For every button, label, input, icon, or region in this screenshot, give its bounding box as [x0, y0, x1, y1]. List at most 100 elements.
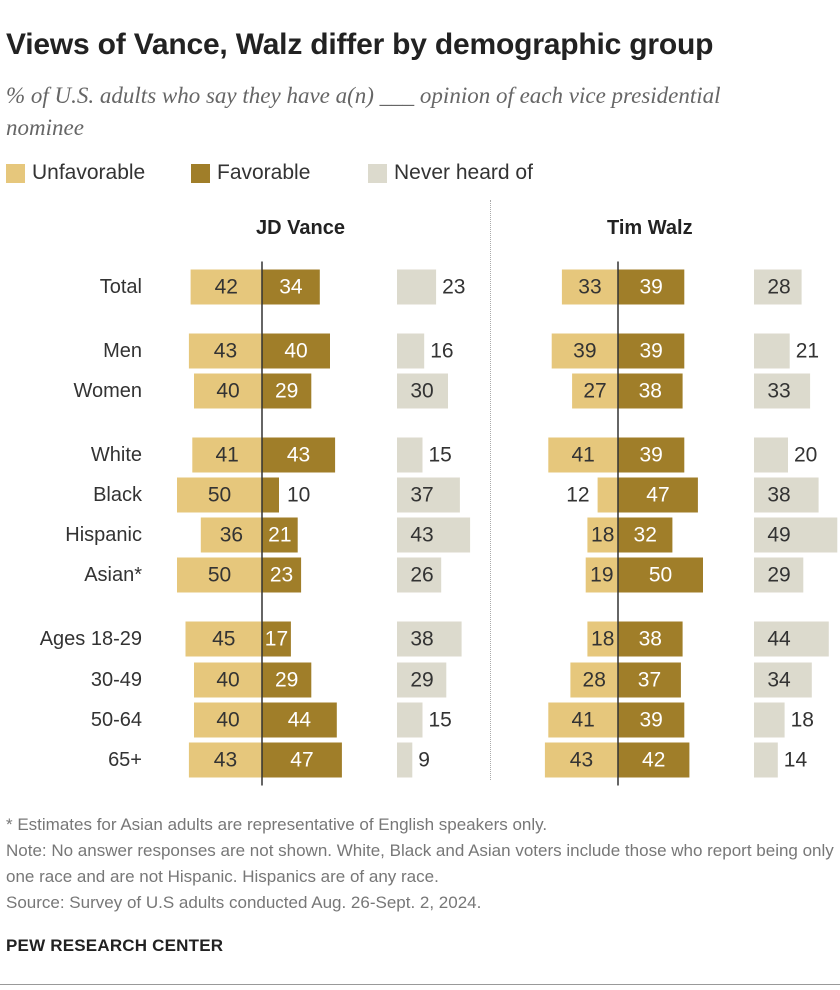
- bar-jd-vance-unfavorable-hispanic: [200, 517, 262, 553]
- chart-title: Views of Vance, Walz differ by demograph…: [6, 28, 714, 61]
- bar-tim-walz-never-heard-of-ages-18-29: [754, 621, 829, 657]
- label-tim-walz-favorable-asian: 50: [649, 564, 672, 587]
- bar-tim-walz-unfavorable-white: [548, 437, 618, 473]
- panel-title-walz: Tim Walz: [607, 217, 693, 239]
- label-jd-vance-never-heard-of-hispanic: 43: [410, 524, 433, 547]
- label-jd-vance-favorable-asian: 23: [270, 564, 293, 587]
- label-jd-vance-unfavorable-white: 41: [215, 444, 238, 467]
- bar-jd-vance-favorable-ages-18-29: [262, 621, 291, 657]
- category-label-total: Total: [100, 276, 142, 298]
- label-jd-vance-never-heard-of-white: 15: [429, 444, 452, 467]
- diverging-bar-chart: Total Men Women White Black Hispanic Asian* Age…: [40, 261, 838, 786]
- category-label-black: Black: [93, 484, 143, 506]
- label-tim-walz-never-heard-of-ages-18-29: 44: [767, 628, 791, 651]
- category-label-ages-18-29: Ages 18-29: [40, 628, 142, 650]
- bar-tim-walz-unfavorable-50-64: [548, 702, 618, 738]
- legend-swatch-never-heard-of: [368, 163, 387, 183]
- bar-jd-vance-favorable-women: [262, 373, 312, 409]
- label-tim-walz-unfavorable-65: 43: [570, 749, 593, 772]
- label-jd-vance-favorable-ages-18-29: 17: [265, 628, 288, 651]
- bar-jd-vance-unfavorable-ages-18-29: [185, 621, 262, 657]
- label-jd-vance-favorable-men: 40: [284, 340, 307, 363]
- bar-jd-vance-never-heard-of-50-64: [397, 702, 423, 738]
- bar-jd-vance-never-heard-of-asian: [397, 557, 442, 593]
- label-jd-vance-favorable-65: 47: [290, 749, 313, 772]
- bar-tim-walz-favorable-hispanic: [618, 517, 673, 553]
- label-tim-walz-favorable-white: 39: [639, 444, 662, 467]
- bar-tim-walz-favorable-50-64: [618, 702, 685, 738]
- label-tim-walz-unfavorable-asian: 19: [590, 564, 613, 587]
- bar-jd-vance-favorable-white: [262, 437, 336, 473]
- label-jd-vance-favorable-total: 34: [279, 276, 303, 299]
- legend-label-unfavorable: Unfavorable: [32, 161, 146, 184]
- bar-tim-walz-unfavorable-65: [544, 742, 618, 778]
- legend: Unfavorable Favorable Never heard of: [0, 160, 840, 186]
- bar-jd-vance-favorable-black: [262, 477, 279, 513]
- label-tim-walz-unfavorable-ages-18-29: 18: [591, 628, 614, 651]
- label-jd-vance-unfavorable-50-64: 40: [216, 709, 239, 732]
- bar-jd-vance-never-heard-of-ages-18-29: [397, 621, 462, 657]
- category-label-men: Men: [103, 340, 142, 362]
- label-tim-walz-never-heard-of-30-49: 34: [767, 669, 791, 692]
- label-tim-walz-favorable-hispanic: 32: [634, 524, 657, 547]
- label-tim-walz-never-heard-of-men: 21: [796, 340, 819, 363]
- category-label-white: White: [91, 444, 142, 466]
- label-jd-vance-unfavorable-total: 42: [215, 276, 238, 299]
- label-tim-walz-never-heard-of-white: 20: [794, 444, 817, 467]
- bar-tim-walz-favorable-asian: [618, 557, 703, 593]
- footnote-source: Source: Survey of U.S adults conducted A…: [6, 893, 482, 912]
- label-jd-vance-unfavorable-30-49: 40: [216, 669, 239, 692]
- label-jd-vance-unfavorable-men: 43: [214, 340, 237, 363]
- bar-tim-walz-never-heard-of-total: [754, 269, 802, 305]
- bar-tim-walz-favorable-total: [618, 269, 685, 305]
- label-tim-walz-unfavorable-total: 33: [578, 276, 601, 299]
- legend-label-favorable: Favorable: [217, 161, 311, 184]
- bar-tim-walz-favorable-black: [618, 477, 698, 513]
- label-jd-vance-favorable-women: 29: [275, 380, 298, 403]
- label-jd-vance-never-heard-of-women: 30: [410, 380, 433, 403]
- bar-jd-vance-favorable-65: [262, 742, 342, 778]
- category-label-65: 65+: [108, 749, 142, 771]
- bar-jd-vance-never-heard-of-men: [397, 333, 425, 369]
- label-tim-walz-never-heard-of-hispanic: 49: [767, 524, 790, 547]
- category-label-hispanic: Hispanic: [65, 524, 142, 546]
- label-tim-walz-never-heard-of-total: 28: [767, 276, 790, 299]
- bar-jd-vance-unfavorable-asian: [177, 557, 262, 593]
- bar-tim-walz-never-heard-of-women: [754, 373, 811, 409]
- bar-jd-vance-unfavorable-men: [188, 333, 262, 369]
- category-label-30-49: 30-49: [91, 669, 142, 691]
- bar-jd-vance-favorable-50-64: [262, 702, 337, 738]
- bar-jd-vance-unfavorable-white: [192, 437, 262, 473]
- brand-logo: PEW RESEARCH CENTER: [6, 936, 224, 955]
- bar-tim-walz-never-heard-of-men: [754, 333, 790, 369]
- label-tim-walz-favorable-30-49: 37: [638, 669, 661, 692]
- label-tim-walz-unfavorable-50-64: 41: [571, 709, 594, 732]
- bar-tim-walz-never-heard-of-hispanic: [754, 517, 838, 553]
- bar-tim-walz-favorable-30-49: [618, 662, 681, 698]
- label-jd-vance-favorable-black: 10: [287, 484, 310, 507]
- bar-tim-walz-unfavorable-total: [561, 269, 618, 305]
- label-jd-vance-never-heard-of-ages-18-29: 38: [410, 628, 433, 651]
- bar-tim-walz-never-heard-of-white: [754, 437, 788, 473]
- legend-swatch-unfavorable: [6, 163, 25, 183]
- bar-jd-vance-unfavorable-30-49: [194, 662, 262, 698]
- label-tim-walz-never-heard-of-women: 33: [767, 380, 790, 403]
- bar-jd-vance-never-heard-of-black: [397, 477, 460, 513]
- bar-tim-walz-never-heard-of-black: [754, 477, 819, 513]
- panel-title-vance: JD Vance: [256, 217, 345, 239]
- bar-tim-walz-never-heard-of-50-64: [754, 702, 785, 738]
- bar-tim-walz-never-heard-of-asian: [754, 557, 804, 593]
- bar-tim-walz-unfavorable-30-49: [570, 662, 618, 698]
- bar-jd-vance-favorable-asian: [262, 557, 302, 593]
- label-tim-walz-never-heard-of-asian: 29: [767, 564, 790, 587]
- label-tim-walz-unfavorable-women: 27: [583, 380, 606, 403]
- label-tim-walz-never-heard-of-50-64: 18: [791, 709, 814, 732]
- bar-jd-vance-unfavorable-women: [194, 373, 262, 409]
- label-tim-walz-favorable-65: 42: [642, 749, 665, 772]
- bar-jd-vance-favorable-men: [262, 333, 330, 369]
- bar-tim-walz-unfavorable-ages-18-29: [587, 621, 618, 657]
- bar-jd-vance-unfavorable-50-64: [194, 702, 262, 738]
- bar-tim-walz-unfavorable-hispanic: [587, 517, 618, 553]
- bar-jd-vance-never-heard-of-30-49: [397, 662, 447, 698]
- label-tim-walz-unfavorable-black: 12: [566, 484, 589, 507]
